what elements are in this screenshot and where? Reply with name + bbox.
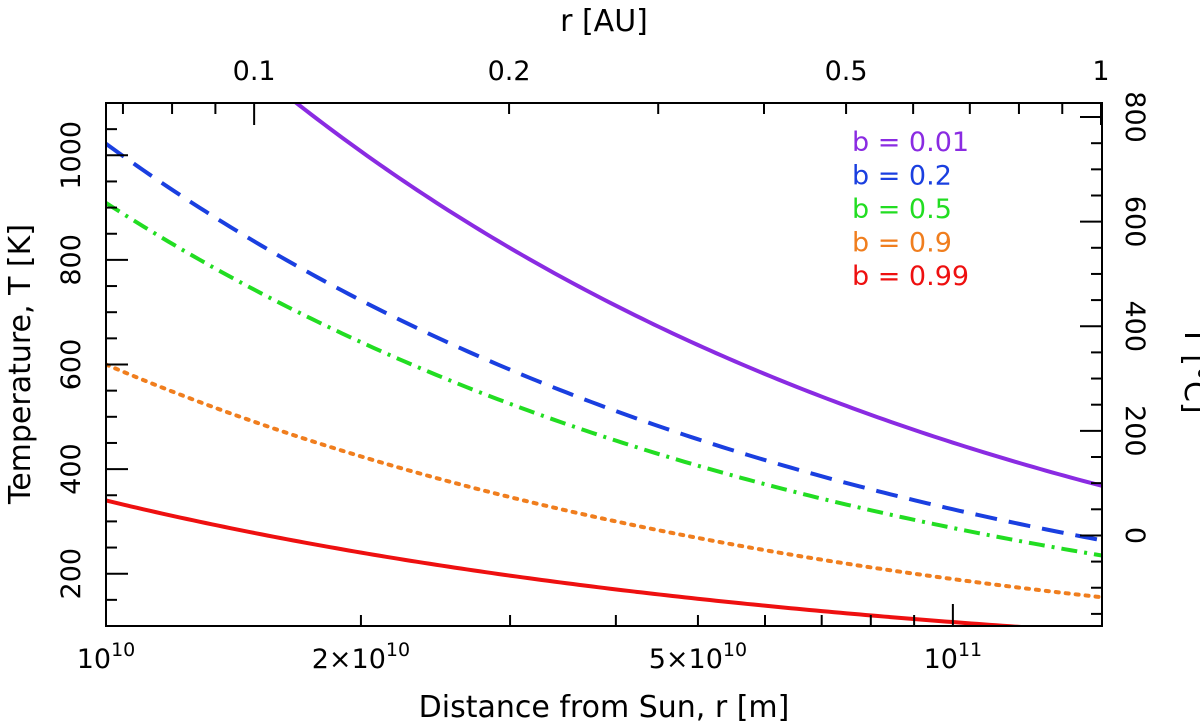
right-tick-label: 800 xyxy=(1119,91,1150,143)
series-line-4 xyxy=(106,498,1035,626)
tick-labels: 1010 2×1010 5×1010 1011 0.1 0.2 0.5 1 200 400 600 8… xyxy=(56,56,1150,675)
y-tick-label: 600 xyxy=(56,339,87,391)
legend: b = 0.01b = 0.2b = 0.5b = 0.9b = 0.99 xyxy=(852,127,969,292)
right-tick-label: 200 xyxy=(1119,405,1150,457)
right-tick-label: 0 xyxy=(1119,527,1150,544)
top-tick-label: 0.1 xyxy=(233,56,276,87)
y-axis-title: Temperature, T [K] xyxy=(3,224,38,505)
top-tick-label: 1 xyxy=(1092,56,1109,87)
top-tick-label: 0.5 xyxy=(825,56,868,87)
top-tick-label: 0.2 xyxy=(488,56,531,87)
series-line-3 xyxy=(106,362,1102,600)
series-line-1 xyxy=(106,142,1102,543)
right-tick-label: 600 xyxy=(1119,196,1150,248)
legend-entry: b = 0.2 xyxy=(852,161,952,192)
y-tick-label: 400 xyxy=(56,443,87,495)
right-tick-label: 400 xyxy=(1119,300,1150,352)
legend-entry: b = 0.5 xyxy=(852,194,952,225)
top-axis-title: r [AU] xyxy=(560,4,648,39)
x-tick-label: 1011 xyxy=(924,639,983,675)
x-tick-label: 1010 xyxy=(77,639,136,675)
y-tick-label: 200 xyxy=(56,548,87,600)
legend-entry: b = 0.9 xyxy=(852,228,952,259)
y-tick-label: 1000 xyxy=(56,121,87,190)
tick-marks xyxy=(105,102,1103,626)
legend-entry: b = 0.01 xyxy=(852,127,969,158)
series-line-0 xyxy=(293,103,1102,488)
x-tick-label: 5×1010 xyxy=(649,639,747,675)
right-axis-title: T [°C] xyxy=(1177,325,1200,413)
x-tick-label: 2×1010 xyxy=(312,639,410,675)
series-line-2 xyxy=(106,201,1102,558)
curves xyxy=(106,103,1102,626)
legend-entry: b = 0.99 xyxy=(852,261,969,292)
plot-frame xyxy=(105,102,1103,627)
x-axis-title: Distance from Sun, r [m] xyxy=(419,690,790,725)
y-tick-label: 800 xyxy=(56,234,87,286)
